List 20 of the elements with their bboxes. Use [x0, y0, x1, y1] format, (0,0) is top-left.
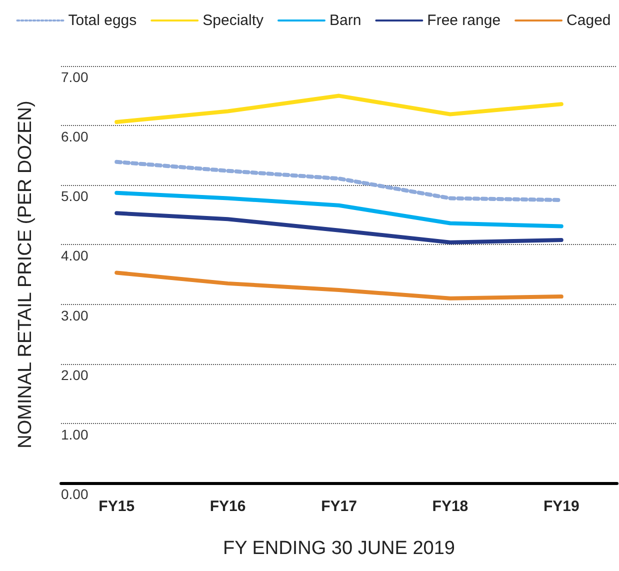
y-axis-title: NOMINAL RETAIL PRICE (PER DOZEN)	[15, 100, 36, 448]
legend-label: Specialty	[202, 12, 264, 29]
x-tick-label: FY19	[543, 498, 580, 515]
y-tick-label: 0.00	[61, 486, 88, 502]
y-tick-label: 3.00	[61, 307, 88, 324]
y-tick-label: 1.00	[61, 426, 88, 442]
x-tick-label: FY18	[432, 498, 468, 515]
x-tick-label: FY17	[321, 498, 357, 515]
legend-label: Free range	[427, 12, 501, 29]
x-tick-label: FY15	[98, 498, 135, 515]
y-tick-label: 2.00	[61, 366, 88, 383]
y-tick-label: 5.00	[61, 188, 88, 204]
y-tick-label: 4.00	[61, 248, 88, 264]
y-tick-label: 6.00	[61, 128, 88, 145]
legend-label: Barn	[329, 12, 362, 29]
legend-label: Caged	[566, 12, 611, 29]
y-tick-label: 7.00	[61, 69, 88, 85]
x-axis-title: FY ENDING 30 JUNE 2019	[223, 538, 455, 559]
x-tick-label: FY16	[210, 498, 246, 515]
legend-label: Total eggs	[68, 12, 137, 29]
